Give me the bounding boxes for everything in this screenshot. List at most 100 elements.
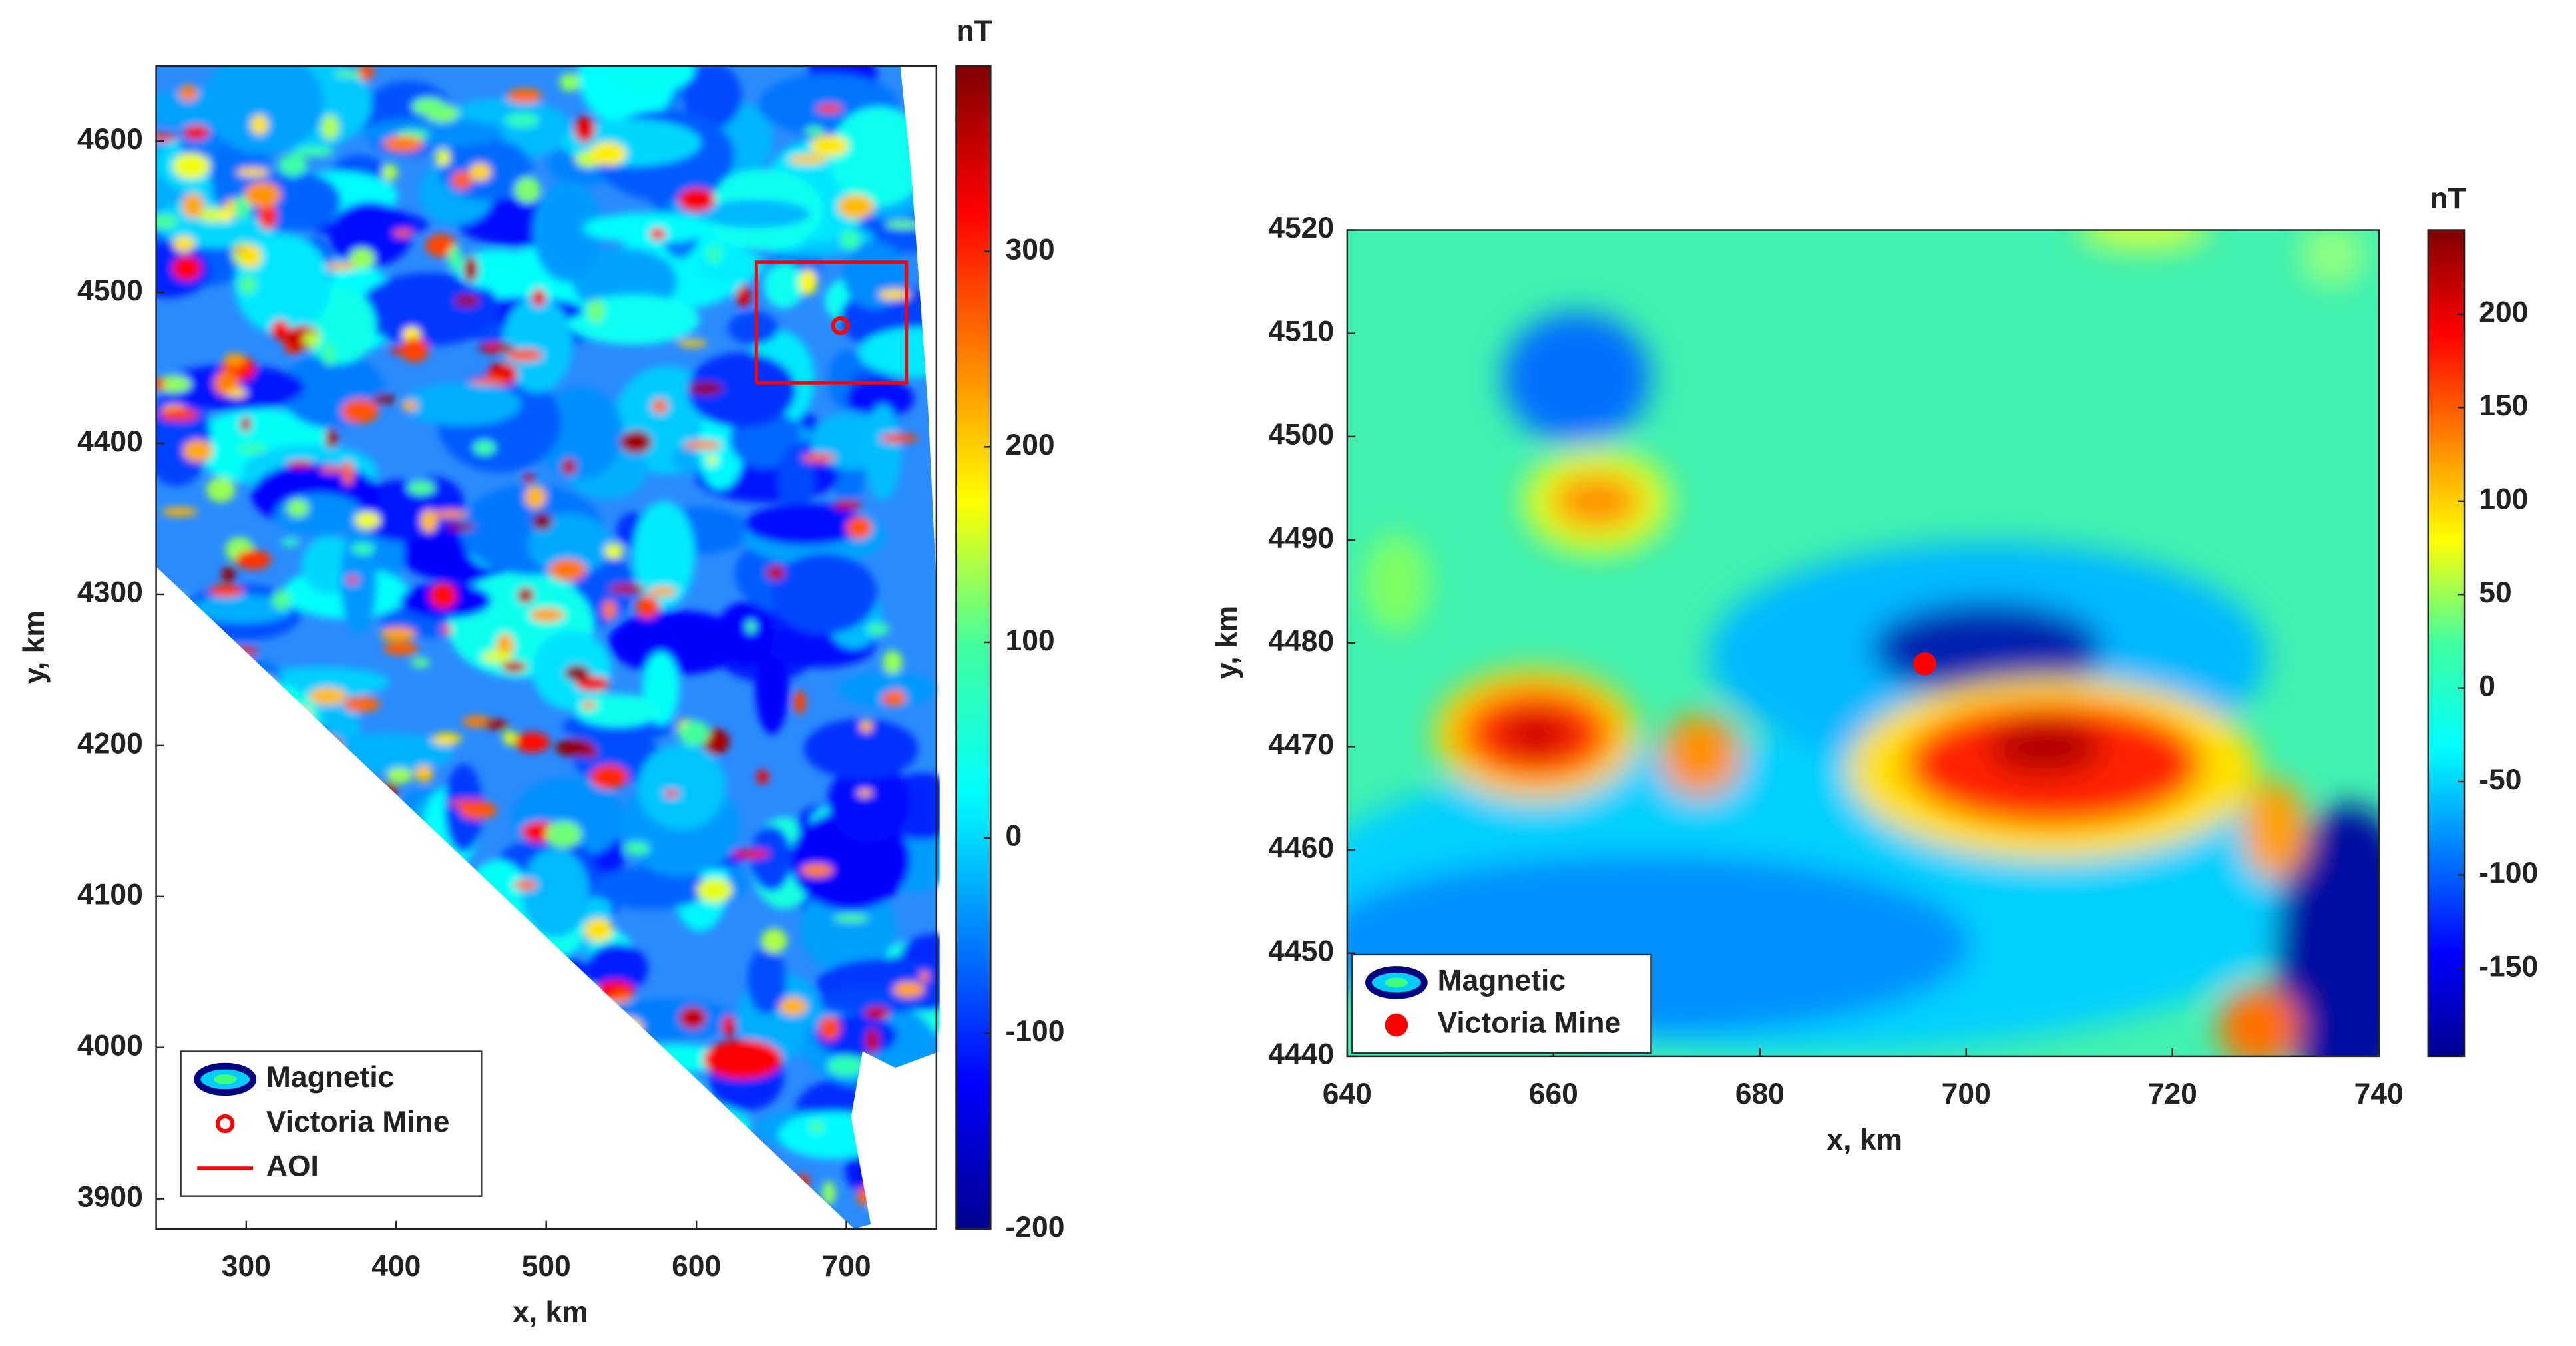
field-anomaly <box>386 1195 406 1218</box>
field-anomaly <box>650 228 666 240</box>
y-axis-label: y, km <box>18 610 51 684</box>
field-anomaly <box>525 485 546 509</box>
y-tick-label: 3900 <box>77 1180 143 1213</box>
field-anomaly <box>255 734 280 748</box>
field-anomaly <box>867 623 890 636</box>
field-anomaly <box>240 244 262 268</box>
field-patch <box>683 65 742 129</box>
field-patch <box>241 1016 294 1044</box>
field-patch <box>528 513 612 576</box>
field-anomaly <box>549 559 586 581</box>
field-anomaly <box>584 918 614 941</box>
field-anomaly <box>303 332 322 347</box>
field-anomaly <box>2275 805 2379 1056</box>
field-anomaly <box>620 430 652 453</box>
field-anomaly <box>882 650 903 674</box>
legend-label: AOI <box>266 1150 319 1182</box>
colorbar-tick-label: 100 <box>2479 483 2528 515</box>
field-patch <box>755 638 789 735</box>
field-anomaly <box>469 163 491 181</box>
field-patch <box>548 1157 675 1218</box>
field-patch <box>399 987 543 1054</box>
field-anomaly <box>238 443 267 454</box>
field-anomaly <box>156 907 174 915</box>
field-anomaly <box>186 646 208 663</box>
field-anomaly <box>833 914 869 923</box>
field-anomaly <box>889 1127 917 1139</box>
legend-icon <box>216 1114 235 1134</box>
field-anomaly <box>393 229 413 238</box>
field-anomaly <box>602 600 616 620</box>
field-anomaly <box>425 234 457 258</box>
y-tick-label: 4500 <box>1268 419 1334 451</box>
field-anomaly <box>195 1020 214 1034</box>
field-anomaly <box>349 248 375 269</box>
field-anomaly <box>1550 473 1643 529</box>
field-anomaly <box>244 182 281 208</box>
field-patch <box>613 1157 714 1214</box>
field-patch <box>744 503 867 545</box>
field-anomaly <box>387 768 413 784</box>
field-anomaly <box>819 1016 841 1040</box>
field-anomaly <box>258 203 277 230</box>
field-anomaly <box>576 676 610 692</box>
field-anomaly <box>446 929 483 951</box>
field-anomaly <box>531 288 546 307</box>
mine-marker <box>1913 652 1937 676</box>
field-anomaly <box>468 377 507 385</box>
field-anomaly <box>415 766 433 783</box>
field-patch <box>361 118 504 148</box>
field-patch <box>829 107 928 207</box>
field-anomaly <box>379 627 416 641</box>
field-anomaly <box>552 1138 591 1162</box>
field-anomaly <box>649 586 678 597</box>
y-tick-label: 4480 <box>1268 625 1334 658</box>
colorbar-label: nT <box>2430 182 2466 215</box>
field-patch <box>158 674 205 702</box>
field-patch <box>585 943 648 994</box>
field-anomaly <box>859 720 873 733</box>
field-anomaly <box>183 125 210 140</box>
field-patch <box>700 200 811 228</box>
colorbar-tick-label: -100 <box>2479 857 2538 889</box>
field-anomaly <box>228 817 264 831</box>
field-anomaly <box>298 835 333 848</box>
field-patch <box>402 382 521 426</box>
field-anomaly <box>392 855 419 881</box>
field-patch <box>248 836 375 917</box>
field-patch <box>156 242 211 298</box>
field-anomaly <box>179 85 198 101</box>
field-anomaly <box>196 853 225 867</box>
field-patch <box>200 917 343 1013</box>
field-anomaly <box>2300 230 2366 288</box>
colorbar-tick-label: 50 <box>2479 576 2511 609</box>
field-patch <box>583 212 714 244</box>
field-anomaly <box>325 428 338 449</box>
field-patch <box>340 897 425 968</box>
field-anomaly <box>483 343 503 353</box>
field-anomaly <box>453 1196 487 1214</box>
field-anomaly <box>190 766 226 789</box>
field-anomaly <box>889 689 904 707</box>
field-patch <box>299 971 379 1032</box>
field-anomaly <box>156 1124 170 1131</box>
field-patch <box>156 785 260 849</box>
mine-marker <box>831 316 850 336</box>
field-patch <box>218 683 323 768</box>
field-patch <box>596 999 738 1040</box>
field-patch <box>156 774 234 823</box>
field-patch <box>455 250 540 290</box>
field-patch <box>616 1104 672 1134</box>
field-anomaly <box>230 705 249 716</box>
field-anomaly <box>374 1204 389 1225</box>
x-axis-label: x, km <box>1826 1124 1902 1156</box>
field-anomaly <box>156 133 178 142</box>
field-patch <box>329 202 412 267</box>
field-anomaly <box>800 863 833 877</box>
field-anomaly <box>909 1074 930 1090</box>
legend-icon <box>213 1074 237 1084</box>
field-anomaly <box>522 473 535 483</box>
field-anomaly <box>609 584 646 594</box>
field-patch <box>728 311 779 345</box>
